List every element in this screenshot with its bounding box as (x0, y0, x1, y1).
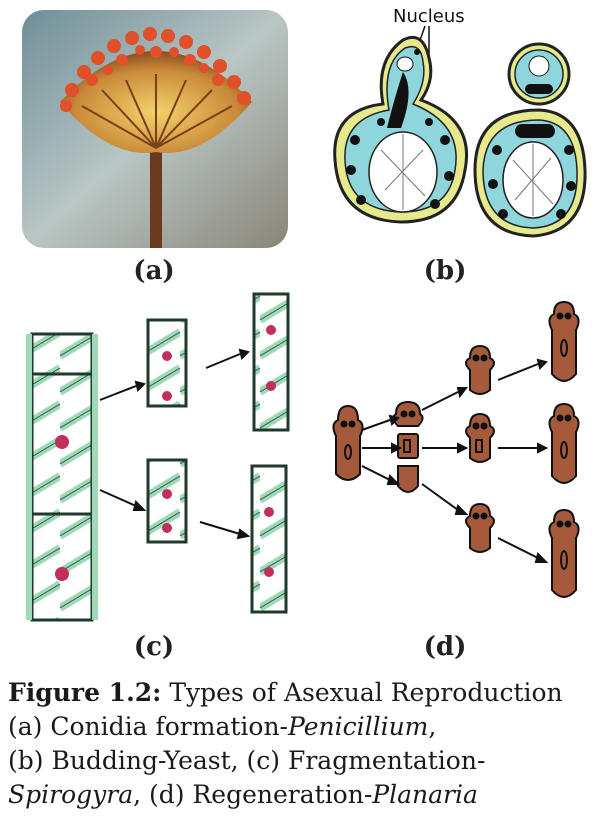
caption-a-organism: Penicillium (288, 712, 429, 741)
planaria-arrows (361, 358, 549, 563)
caption-line-3: (b) Budding-Yeast, (c) Fragmentation- (8, 746, 486, 775)
conidia-spores (60, 27, 251, 112)
penicillium-stalk (150, 140, 162, 248)
caption-c-organism: Spirogyra (8, 780, 134, 809)
caption-line-2: (a) Conidia formation-Penicillium, (8, 710, 606, 744)
panel-a-label: (a) (133, 256, 175, 286)
yeast-cell-separated (473, 42, 587, 238)
panel-c-spirogyra (20, 290, 310, 630)
spirogyra-arrows (99, 348, 251, 540)
spirogyra-filament-parent (26, 332, 98, 622)
spirogyra-fragment-2 (146, 458, 188, 544)
planaria-pieces (392, 400, 424, 493)
spirogyra-diagram (26, 292, 290, 622)
nucleus-annotation: Nucleus (393, 6, 465, 27)
spirogyra-grown-1 (252, 292, 290, 432)
planaria-regenerated (548, 300, 580, 598)
spirogyra-grown-2 (250, 464, 288, 614)
caption-a-text: (a) Conidia formation- (8, 712, 288, 741)
panel-d-planaria (318, 290, 603, 620)
panel-b-label: (b) (423, 256, 467, 286)
yeast-cell-budding (333, 35, 468, 224)
panel-d-label: (d) (423, 632, 467, 662)
yeast-diagram: Nucleus (333, 6, 587, 238)
figure-title: Types of Asexual Reproduction (169, 678, 563, 707)
caption-a-suffix: , (428, 712, 437, 741)
panel-c-label: (c) (133, 632, 175, 662)
penicillium-branches (81, 74, 233, 149)
penicillium-image (22, 10, 288, 248)
figure-caption: Figure 1.2: Types of Asexual Reproductio… (8, 676, 606, 812)
caption-d-organism: Planaria (372, 780, 478, 809)
planaria-original (332, 404, 364, 481)
spirogyra-fragment-1 (146, 318, 188, 408)
panel-b-yeast: Nucleus (325, 0, 595, 250)
caption-line-1: Figure 1.2: Types of Asexual Reproductio… (8, 676, 606, 710)
planaria-regenerating (465, 344, 495, 553)
figure-label: Figure 1.2: (8, 678, 162, 707)
planaria-diagram (332, 300, 580, 598)
panel-a-penicillium (22, 10, 288, 248)
caption-d-text: , (d) Regeneration- (133, 780, 373, 809)
caption-line-4: Spirogyra, (d) Regeneration-Planaria (8, 778, 606, 812)
